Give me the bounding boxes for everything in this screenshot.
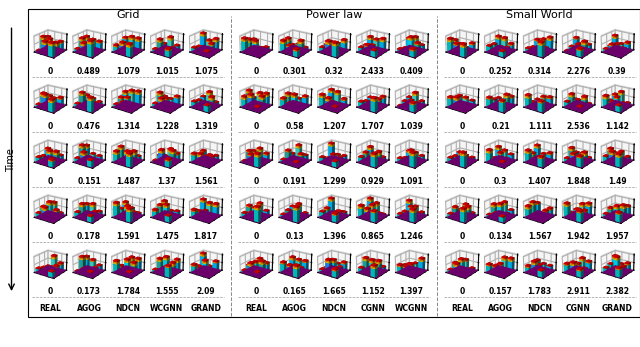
Text: Grid: Grid [116, 10, 140, 20]
Text: 0: 0 [460, 177, 465, 186]
Text: 0: 0 [253, 232, 259, 241]
Text: 1.299: 1.299 [322, 177, 346, 186]
Text: 0: 0 [460, 287, 465, 296]
Text: 1.015: 1.015 [155, 67, 179, 76]
Text: 1.207: 1.207 [322, 122, 346, 131]
Text: 0: 0 [253, 177, 259, 186]
Text: 1.091: 1.091 [399, 177, 424, 186]
Text: 1.075: 1.075 [194, 67, 218, 76]
Text: 1.314: 1.314 [116, 122, 140, 131]
Text: 1.079: 1.079 [116, 67, 140, 76]
Text: 0: 0 [460, 67, 465, 76]
Text: 1.475: 1.475 [155, 232, 179, 241]
Text: 2.382: 2.382 [605, 287, 629, 296]
Text: 1.142: 1.142 [605, 122, 629, 131]
Text: 2.911: 2.911 [566, 287, 591, 296]
Text: 0.32: 0.32 [324, 67, 343, 76]
Text: 1.817: 1.817 [193, 232, 218, 241]
Text: 1.555: 1.555 [155, 287, 179, 296]
Text: 1.567: 1.567 [528, 232, 552, 241]
Text: 0.39: 0.39 [608, 67, 627, 76]
Text: 0.476: 0.476 [77, 122, 101, 131]
Text: 0: 0 [47, 287, 52, 296]
Text: 1.942: 1.942 [566, 232, 591, 241]
Text: 0.21: 0.21 [492, 122, 510, 131]
Text: REAL: REAL [451, 304, 473, 313]
Text: 0.151: 0.151 [77, 177, 101, 186]
Text: REAL: REAL [245, 304, 267, 313]
Text: 1.707: 1.707 [360, 122, 385, 131]
Text: 1.783: 1.783 [527, 287, 552, 296]
Text: 1.039: 1.039 [399, 122, 424, 131]
Text: 0: 0 [253, 122, 259, 131]
Text: 0.134: 0.134 [489, 232, 513, 241]
Text: GRAND: GRAND [602, 304, 633, 313]
Text: 0.409: 0.409 [399, 67, 424, 76]
Text: WCGNN: WCGNN [150, 304, 184, 313]
Text: 1.228: 1.228 [155, 122, 179, 131]
Text: 1.152: 1.152 [361, 287, 385, 296]
Text: 1.407: 1.407 [527, 177, 552, 186]
Text: NDCN: NDCN [115, 304, 140, 313]
Text: AGOG: AGOG [488, 304, 513, 313]
Text: 2.433: 2.433 [361, 67, 385, 76]
Text: 0.301: 0.301 [283, 67, 307, 76]
Text: 0.13: 0.13 [285, 232, 304, 241]
Text: REAL: REAL [39, 304, 61, 313]
Text: 0.173: 0.173 [77, 287, 101, 296]
Text: 1.487: 1.487 [116, 177, 140, 186]
Text: 1.396: 1.396 [322, 232, 346, 241]
Text: CGNN: CGNN [360, 304, 385, 313]
Text: 0.157: 0.157 [489, 287, 513, 296]
Text: 0.3: 0.3 [494, 177, 508, 186]
Text: 1.561: 1.561 [194, 177, 218, 186]
Text: 0: 0 [47, 67, 52, 76]
Text: Small World: Small World [506, 10, 573, 20]
Text: 0: 0 [460, 122, 465, 131]
Text: 2.276: 2.276 [566, 67, 591, 76]
Text: 0: 0 [47, 122, 52, 131]
Text: 1.246: 1.246 [399, 232, 424, 241]
Text: 0.165: 0.165 [283, 287, 307, 296]
Text: WCGNN: WCGNN [395, 304, 428, 313]
Text: CGNN: CGNN [566, 304, 591, 313]
Text: 0: 0 [460, 232, 465, 241]
Text: 1.784: 1.784 [116, 287, 140, 296]
Text: 0.191: 0.191 [283, 177, 307, 186]
Text: 0.252: 0.252 [489, 67, 513, 76]
Text: 0.865: 0.865 [361, 232, 385, 241]
Text: 2.09: 2.09 [196, 287, 215, 296]
Text: Time: Time [6, 148, 17, 171]
Text: 1.37: 1.37 [157, 177, 176, 186]
Text: 1.848: 1.848 [566, 177, 591, 186]
Text: 1.49: 1.49 [608, 177, 627, 186]
Text: AGOG: AGOG [77, 304, 102, 313]
Text: Power law: Power law [305, 10, 362, 20]
Text: 2.536: 2.536 [566, 122, 590, 131]
Text: 0: 0 [47, 177, 52, 186]
Text: 0: 0 [47, 232, 52, 241]
Text: 0.489: 0.489 [77, 67, 101, 76]
Text: GRAND: GRAND [190, 304, 221, 313]
Text: 0.58: 0.58 [285, 122, 304, 131]
Text: 1.397: 1.397 [399, 287, 424, 296]
Text: 0: 0 [253, 287, 259, 296]
Text: 1.957: 1.957 [605, 232, 629, 241]
Text: 1.591: 1.591 [116, 232, 140, 241]
Text: 1.111: 1.111 [528, 122, 552, 131]
Text: 0.314: 0.314 [528, 67, 552, 76]
Text: NDCN: NDCN [321, 304, 346, 313]
Text: NDCN: NDCN [527, 304, 552, 313]
Text: AGOG: AGOG [282, 304, 307, 313]
Text: 1.319: 1.319 [194, 122, 218, 131]
Text: 0.929: 0.929 [361, 177, 385, 186]
Text: 1.665: 1.665 [322, 287, 346, 296]
Text: 0: 0 [253, 67, 259, 76]
Text: 0.178: 0.178 [77, 232, 101, 241]
